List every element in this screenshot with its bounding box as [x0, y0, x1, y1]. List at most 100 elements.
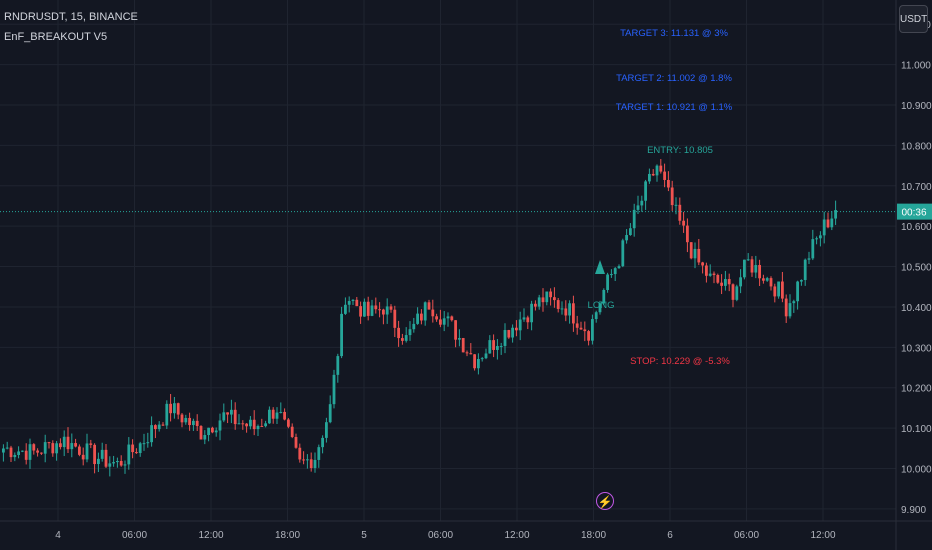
- candle-body: [195, 420, 199, 427]
- candle-body: [252, 419, 256, 430]
- candle-body: [108, 463, 112, 467]
- candle-body: [317, 447, 321, 460]
- candle-body: [632, 209, 636, 229]
- candle-body: [522, 317, 526, 320]
- candle-body: [530, 303, 533, 323]
- candle-body: [184, 417, 188, 423]
- candle-body: [442, 318, 446, 325]
- candle-body: [374, 305, 378, 310]
- candle-body: [290, 426, 294, 437]
- x-tick-label: 12:00: [198, 530, 223, 541]
- candle-body: [792, 301, 796, 304]
- candle-body: [431, 309, 435, 317]
- candle-body: [781, 281, 784, 299]
- candle-body: [138, 443, 142, 454]
- candle-body: [712, 273, 716, 275]
- candle-body: [2, 448, 5, 453]
- candle-body: [746, 259, 750, 261]
- candle-body: [336, 356, 340, 375]
- y-tick-label: 10.100: [901, 424, 932, 435]
- candle-body: [256, 425, 260, 430]
- candle-body: [537, 297, 541, 307]
- y-tick-label: 10.700: [901, 182, 932, 193]
- candle-body: [21, 450, 24, 452]
- candle-body: [154, 425, 157, 430]
- candle-body: [488, 340, 492, 354]
- lightning-icon[interactable]: ⚡: [596, 492, 614, 510]
- candle-body: [602, 289, 606, 304]
- candle-body: [773, 286, 777, 297]
- candle-body: [271, 409, 275, 419]
- candle-body: [777, 281, 780, 297]
- candle-body: [473, 354, 476, 369]
- candle-body: [214, 430, 218, 433]
- x-tick-label: 06:00: [122, 530, 147, 541]
- candle-body: [211, 427, 214, 433]
- candle-body: [28, 444, 32, 460]
- candle-body: [811, 239, 815, 259]
- indicator-title[interactable]: EnF_BREAKOUT V5: [4, 31, 108, 43]
- candle-body: [511, 327, 514, 338]
- candle-body: [165, 403, 169, 426]
- level-label-entry: ENTRY: 10.805: [647, 145, 713, 156]
- candle-body: [594, 312, 598, 320]
- candle-body: [55, 443, 58, 454]
- candle-body: [446, 316, 450, 319]
- candle-body: [678, 204, 682, 221]
- candle-body: [705, 265, 708, 276]
- candle-body: [17, 451, 20, 455]
- candle-body: [708, 273, 712, 276]
- candle-body: [465, 352, 469, 354]
- candle-body: [762, 278, 765, 281]
- x-tick-label: 12:00: [504, 530, 529, 541]
- y-tick-label: 10.800: [901, 141, 932, 152]
- candle-body: [309, 459, 313, 469]
- candle-body: [784, 298, 788, 317]
- candle-body: [830, 218, 834, 228]
- candle-body: [241, 423, 245, 425]
- candle-body: [549, 291, 552, 298]
- candle-body: [651, 173, 655, 176]
- candle-body: [192, 420, 195, 426]
- candle-body: [503, 330, 507, 346]
- candle-body: [420, 313, 423, 321]
- candle-body: [70, 443, 74, 450]
- candle-body: [321, 437, 324, 448]
- candle-body: [454, 320, 457, 340]
- candle-body: [180, 414, 184, 423]
- candle-body: [100, 449, 104, 459]
- candle-body: [526, 317, 530, 323]
- currency-button[interactable]: USDT: [899, 5, 928, 33]
- candle-body: [724, 279, 727, 286]
- candle-body: [667, 179, 670, 188]
- candle-body: [682, 220, 685, 226]
- candle-body: [325, 422, 328, 438]
- y-tick-label: 9.900: [901, 505, 926, 516]
- candle-body: [355, 299, 359, 307]
- candle-body: [332, 374, 336, 405]
- x-tick-label: 5: [361, 530, 367, 541]
- candle-body: [370, 305, 374, 316]
- candle-body: [119, 460, 123, 466]
- candle-body: [655, 165, 659, 176]
- candle-body: [423, 302, 427, 321]
- candle-body: [518, 319, 522, 331]
- level-label-target2: TARGET 2: 11.002 @ 1.8%: [616, 73, 732, 84]
- candle-body: [359, 306, 362, 317]
- candle-body: [735, 286, 739, 300]
- candle-body: [385, 306, 389, 315]
- candle-body: [758, 265, 761, 279]
- candle-body: [686, 225, 689, 243]
- candle-body: [606, 274, 609, 290]
- x-tick-label: 06:00: [734, 530, 759, 541]
- candle-body: [484, 353, 488, 359]
- candle-body: [834, 210, 837, 219]
- candle-body: [169, 403, 172, 414]
- candle-body: [13, 454, 17, 458]
- candle-body: [245, 423, 248, 427]
- x-tick-label: 18:00: [581, 530, 606, 541]
- candle-body: [754, 265, 758, 273]
- candle-body: [670, 187, 674, 206]
- candle-body: [469, 353, 473, 355]
